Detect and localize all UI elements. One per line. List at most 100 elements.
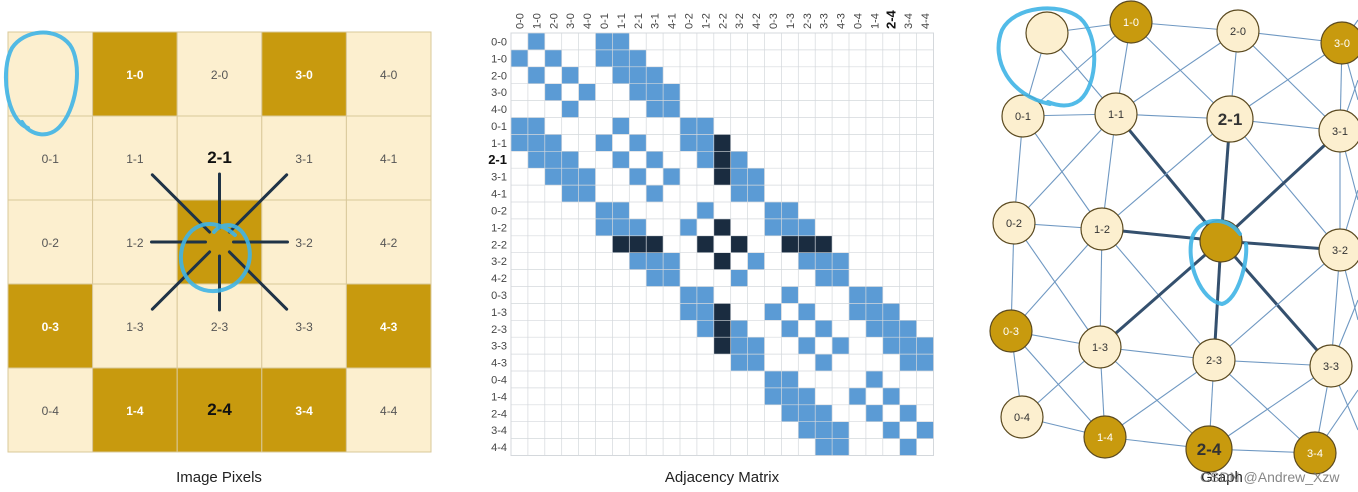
- pixel-cell: [345, 283, 432, 369]
- matrix-cell: [899, 337, 917, 355]
- matrix-cell: [544, 168, 562, 186]
- matrix-cell: [865, 286, 883, 304]
- pixel-cell: [92, 367, 178, 453]
- matrix-cell: [865, 303, 883, 321]
- annotation-circle: [4, 30, 79, 137]
- matrix-cell: [527, 33, 545, 50]
- matrix-col-label: 1-4: [869, 13, 881, 29]
- matrix-cell: [798, 303, 816, 321]
- matrix-cell: [849, 387, 866, 405]
- matrix-cell: [798, 404, 816, 422]
- pixel-cell: [176, 367, 263, 453]
- graph-node-label: 1-1: [1108, 109, 1124, 121]
- matrix-cell: [696, 303, 714, 321]
- pixel-cell: [345, 199, 432, 285]
- matrix-cell: [747, 337, 765, 355]
- matrix-col-label: 1-1: [616, 13, 628, 29]
- matrix-cell: [578, 83, 596, 101]
- matrix-cell: [747, 252, 765, 270]
- matrix-cell: [781, 218, 799, 236]
- matrix-cell: [815, 438, 833, 456]
- matrix-cell: [696, 134, 714, 152]
- graph-node-label: 3-4: [1307, 448, 1323, 460]
- matrix-row-label: 4-3: [491, 358, 507, 370]
- matrix-cell: [696, 151, 714, 169]
- matrix-cell: [832, 421, 849, 439]
- pixel-cell: [345, 31, 432, 117]
- matrix-cell: [544, 83, 562, 101]
- matrix-cell: [696, 235, 714, 253]
- adjacency-matrix-caption: Adjacency Matrix: [665, 469, 780, 486]
- graph-node-label: 2-3: [1206, 355, 1222, 367]
- matrix-row-label: 0-2: [491, 205, 507, 217]
- matrix-cell: [646, 252, 664, 270]
- pixel-cell: [261, 31, 347, 117]
- matrix-cell: [561, 168, 579, 186]
- pixel-label: 4-1: [380, 152, 398, 166]
- matrix-cell: [612, 117, 630, 135]
- matrix-col-label: 0-2: [683, 13, 695, 29]
- graph-node: [1320, 21, 1358, 65]
- matrix-cell: [578, 168, 596, 186]
- pixel-label: 4-2: [380, 236, 398, 250]
- pixel-label: 3-2: [295, 236, 313, 250]
- matrix-cell: [629, 252, 647, 270]
- matrix-cell: [646, 151, 664, 169]
- matrix-row-label: 3-1: [491, 172, 507, 184]
- pixel-label: 4-4: [380, 404, 398, 418]
- matrix-col-label: 3-3: [819, 13, 831, 29]
- matrix-col-label: 2-2: [717, 13, 729, 29]
- pixel-label: 1-0: [126, 68, 144, 82]
- matrix-cell: [713, 337, 731, 355]
- matrix-cell: [629, 49, 647, 67]
- matrix-cell: [815, 421, 833, 439]
- matrix-cell: [882, 337, 900, 355]
- pixel-label: 2-0: [211, 68, 229, 82]
- annotation-circle: [1188, 218, 1249, 306]
- matrix-cell: [730, 185, 748, 202]
- matrix-cell: [781, 320, 799, 338]
- graph-node: [1080, 207, 1124, 251]
- matrix-col-label: 3-2: [734, 13, 746, 29]
- matrix-cell: [899, 404, 917, 422]
- graph-node: [1309, 344, 1353, 388]
- matrix-cell: [764, 218, 782, 236]
- matrix-cell: [646, 83, 664, 101]
- pixel-cell: [7, 199, 94, 285]
- graph-edge: [1022, 115, 1103, 230]
- matrix-cell: [815, 269, 833, 287]
- matrix-cell: [696, 320, 714, 338]
- matrix-col-label: 3-4: [903, 13, 915, 29]
- matrix-cell: [798, 235, 816, 253]
- matrix-cell: [629, 218, 647, 236]
- matrix-cell: [865, 320, 883, 338]
- matrix-cell: [764, 303, 782, 321]
- graph-node: [1078, 325, 1122, 369]
- matrix-cell: [899, 320, 917, 338]
- matrix-row-label: 3-3: [491, 341, 507, 353]
- graph-node-label: 1-2: [1094, 224, 1110, 236]
- image-pixels-grid: 1-0 2-0 3-0 4-0 0-1 1-1 2-1 3-1 4-1 0-2 1-2 3-2 4-2 0…: [7, 31, 432, 453]
- matrix-row-label: 3-2: [491, 256, 507, 268]
- matrix-col-label: 2-1: [633, 13, 645, 29]
- graph-edge: [1229, 118, 1341, 251]
- matrix-cell: [696, 286, 714, 304]
- matrix-cell: [916, 421, 934, 439]
- matrix-row-label: 1-0: [491, 53, 507, 65]
- matrix-col-label: 3-1: [650, 13, 662, 29]
- matrix-row-label: 1-3: [491, 307, 507, 319]
- matrix-cell: [781, 371, 799, 388]
- graph-node: [1000, 395, 1044, 439]
- matrix-cell: [832, 269, 849, 287]
- matrix-row-label: 2-1: [488, 152, 507, 167]
- matrix-cell: [916, 354, 934, 371]
- matrix-cell: [713, 134, 731, 152]
- matrix-col-label: 4-3: [836, 13, 848, 29]
- matrix-cell: [849, 286, 866, 304]
- matrix-cell: [646, 185, 664, 202]
- matrix-col-label: 1-2: [700, 13, 712, 29]
- pixel-label: 4-3: [380, 320, 398, 334]
- pixel-label: 3-1: [295, 152, 313, 166]
- matrix-row-label: 2-4: [491, 408, 507, 420]
- matrix-cell: [798, 387, 816, 405]
